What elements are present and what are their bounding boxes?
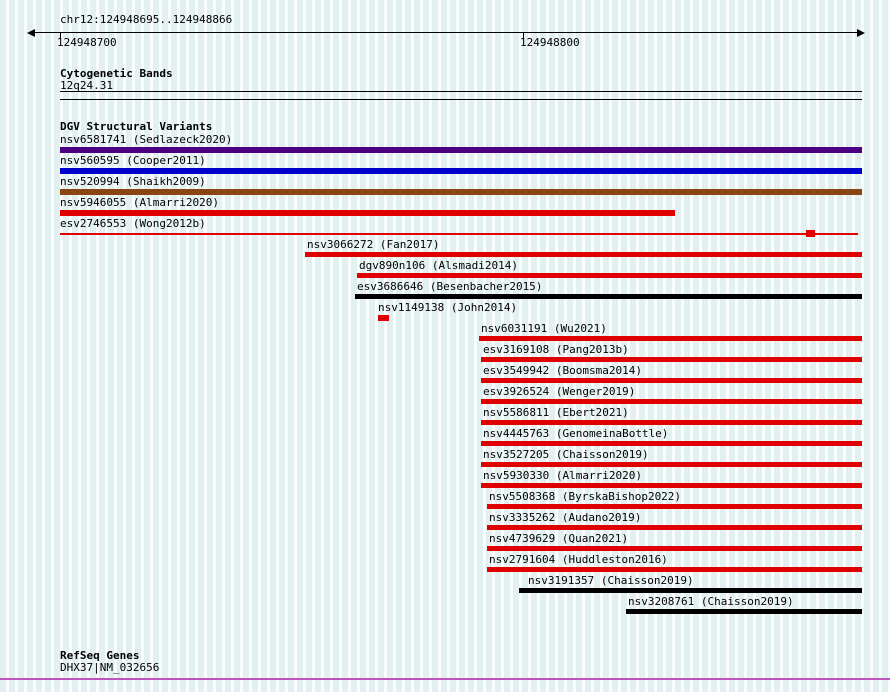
region-label: chr12:124948695..124948866 — [60, 13, 233, 26]
variant-label[interactable]: nsv5930330 (Almarri2020) — [483, 469, 642, 482]
ruler-tick — [523, 33, 524, 38]
variant-bar[interactable] — [355, 294, 862, 299]
variant-bar[interactable] — [487, 525, 862, 530]
variant-bar[interactable] — [305, 252, 862, 257]
variant-label[interactable]: esv3169108 (Pang2013b) — [483, 343, 629, 356]
refseq-gene-name: DHX37|NM_032656 — [60, 661, 160, 674]
variant-label[interactable]: nsv2791604 (Huddleston2016) — [489, 553, 668, 566]
cytoband-name: 12q24.31 — [60, 79, 113, 92]
variant-label[interactable]: esv3926524 (Wenger2019) — [483, 385, 636, 398]
variant-bar[interactable] — [519, 588, 862, 593]
variant-label[interactable]: nsv4739629 (Quan2021) — [489, 532, 629, 545]
variant-bar[interactable] — [60, 168, 862, 174]
variant-label[interactable]: nsv5508368 (ByrskaBishop2022) — [489, 490, 682, 503]
refseq-section-title: RefSeq Genes — [60, 649, 140, 662]
cytobands-section-title: Cytogenetic Bands — [60, 67, 173, 80]
ruler-tick — [60, 33, 61, 38]
variant-label[interactable]: esv2746553 (Wong2012b) — [60, 217, 206, 230]
variant-label[interactable]: nsv3208761 (Chaisson2019) — [628, 595, 794, 608]
variant-label[interactable]: nsv1149138 (John2014) — [378, 301, 518, 314]
cytoband-track[interactable] — [60, 91, 862, 100]
variant-bar[interactable] — [481, 483, 862, 488]
variant-label[interactable]: nsv520994 (Shaikh2009) — [60, 175, 206, 188]
variant-label[interactable]: nsv3335262 (Audano2019) — [489, 511, 642, 524]
variant-span-line[interactable] — [60, 233, 858, 235]
variant-bar[interactable] — [481, 462, 862, 467]
variant-bar[interactable] — [481, 441, 862, 446]
ruler-left-arrow-icon — [27, 29, 35, 37]
variant-breakpoint-box[interactable] — [806, 230, 815, 237]
variant-bar[interactable] — [60, 210, 675, 216]
variant-label[interactable]: nsv6581741 (Sedlazeck2020) — [60, 133, 233, 146]
variant-label[interactable]: esv3686646 (Besenbacher2015) — [357, 280, 543, 293]
variant-bar[interactable] — [481, 378, 862, 383]
variant-bar[interactable] — [487, 567, 862, 572]
variants-section-title: DGV Structural Variants — [60, 120, 213, 133]
variant-bar[interactable] — [481, 357, 862, 362]
variant-bar[interactable] — [487, 546, 862, 551]
variant-bar[interactable] — [378, 315, 389, 321]
variant-bar[interactable] — [60, 147, 862, 153]
ruler-tick-label: 124948800 — [520, 36, 580, 49]
variant-label[interactable]: nsv3191357 (Chaisson2019) — [528, 574, 694, 587]
variant-bar[interactable] — [487, 504, 862, 509]
variant-bar[interactable] — [60, 189, 862, 195]
variant-bar[interactable] — [481, 399, 862, 404]
ruler-tick-label: 124948700 — [57, 36, 117, 49]
variant-label[interactable]: nsv6031191 (Wu2021) — [481, 322, 607, 335]
variant-label[interactable]: nsv5586811 (Ebert2021) — [483, 406, 629, 419]
ruler-right-arrow-icon — [857, 29, 865, 37]
variant-bar[interactable] — [626, 609, 862, 614]
refseq-gene-line[interactable] — [0, 678, 890, 680]
variant-bar[interactable] — [481, 420, 862, 425]
variant-label[interactable]: nsv3527205 (Chaisson2019) — [483, 448, 649, 461]
variant-label[interactable]: nsv3066272 (Fan2017) — [307, 238, 440, 251]
ruler-line — [34, 32, 858, 33]
variant-bar[interactable] — [479, 336, 862, 341]
variant-label[interactable]: nsv4445763 (GenomeinaBottle) — [483, 427, 669, 440]
variant-label[interactable]: nsv5946055 (Almarri2020) — [60, 196, 219, 209]
variant-label[interactable]: dgv890n106 (Alsmadi2014) — [359, 259, 518, 272]
variant-label[interactable]: esv3549942 (Boomsma2014) — [483, 364, 642, 377]
variant-label[interactable]: nsv560595 (Cooper2011) — [60, 154, 206, 167]
variant-bar[interactable] — [357, 273, 862, 278]
